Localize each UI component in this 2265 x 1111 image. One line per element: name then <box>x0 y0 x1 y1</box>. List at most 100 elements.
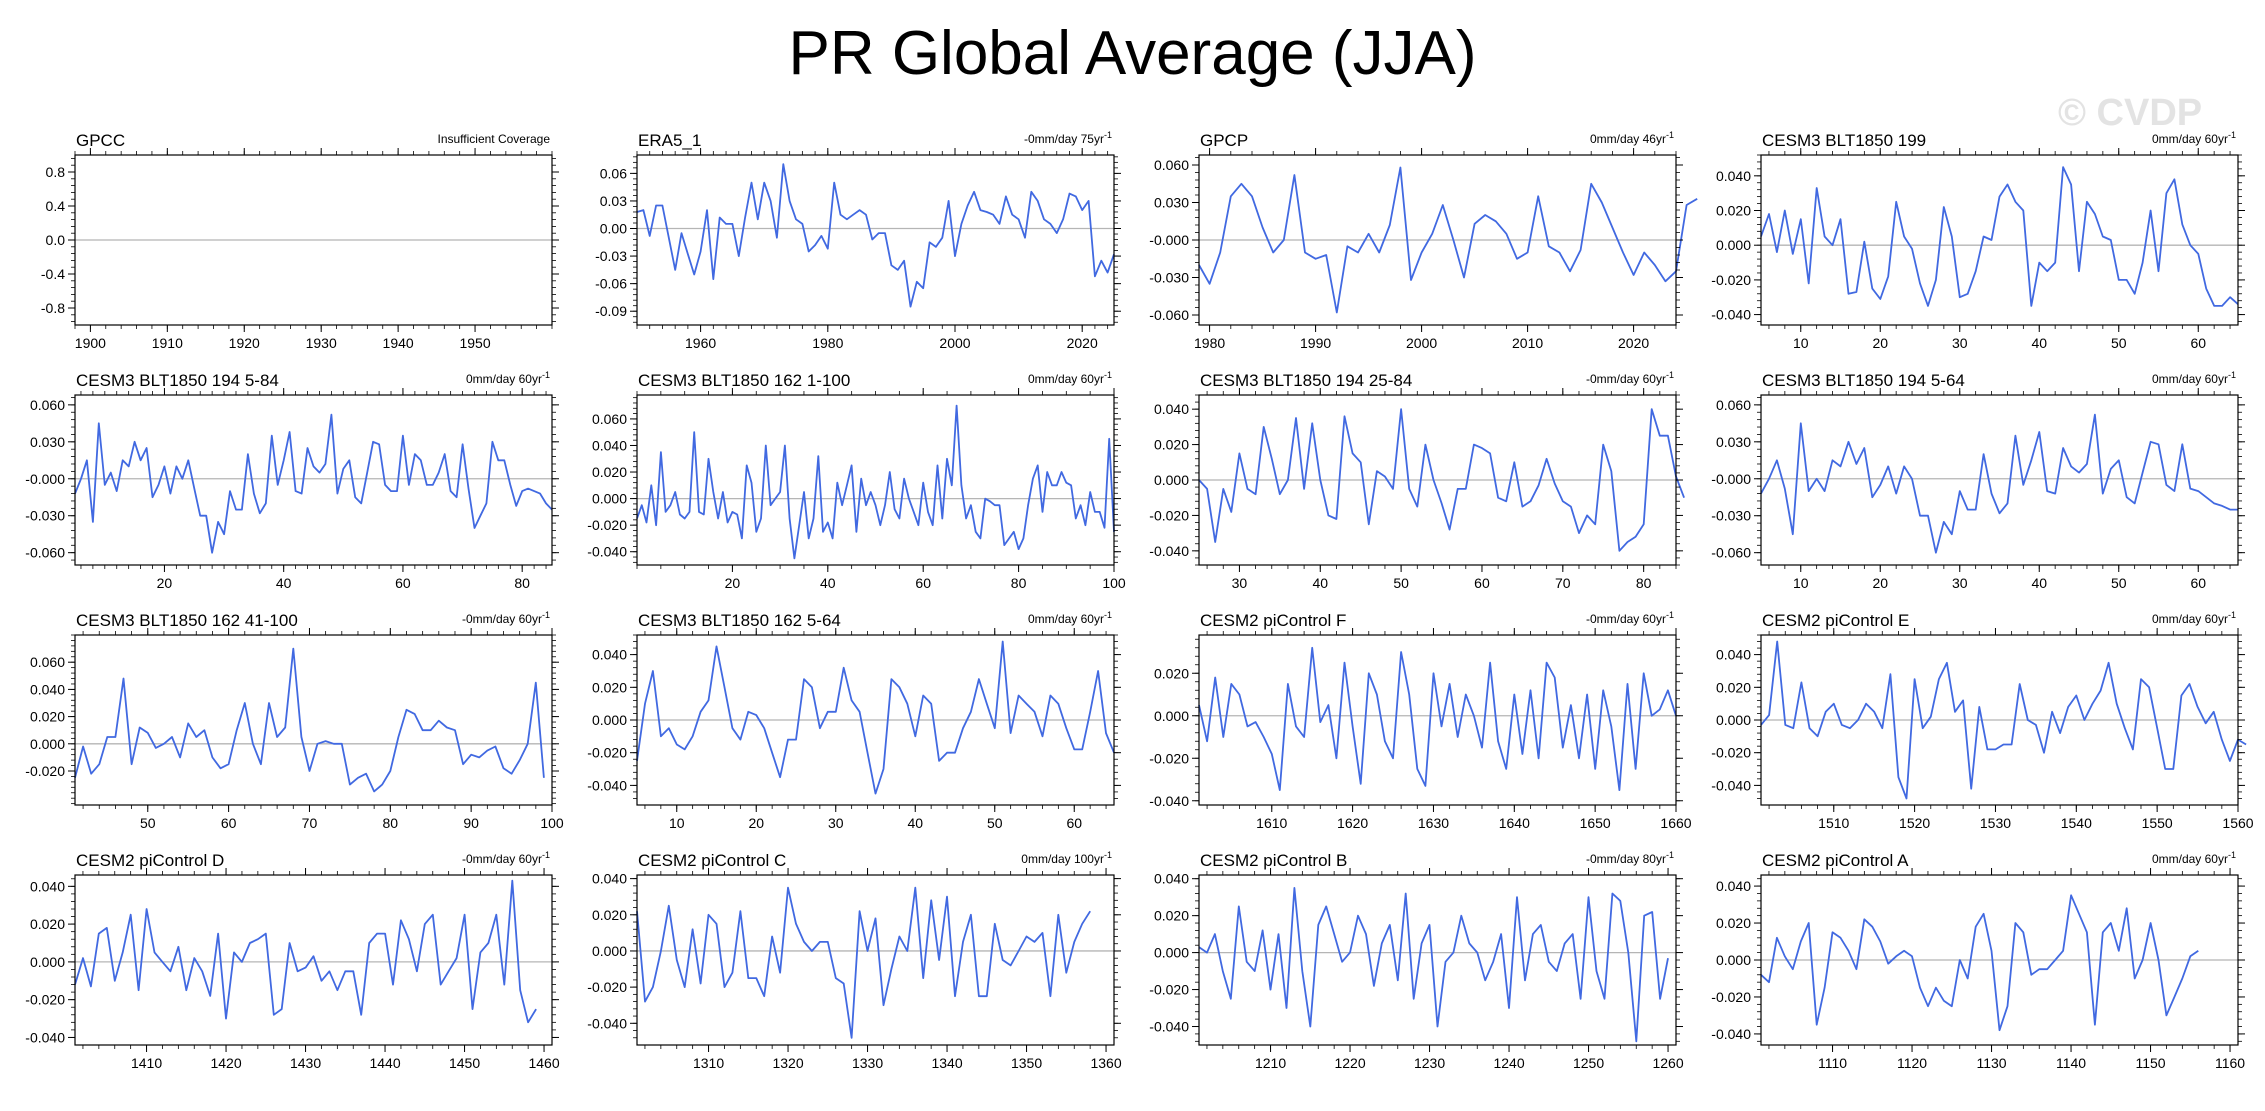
x-tick-label: 1130 <box>1976 1055 2006 1071</box>
x-tick-label: 70 <box>1555 575 1571 591</box>
plot-frame <box>637 875 1114 1045</box>
y-tick-label: -0.020 <box>25 763 65 779</box>
chart-panel-2: ERA5_1 -0mm/day 75yr-1 1960 1980 2000 2020 -0.… <box>595 130 1121 351</box>
y-tick-label: 0.020 <box>1716 203 1751 219</box>
x-tick-label: 1620 <box>1337 815 1368 831</box>
data-series-line <box>1199 888 1668 1041</box>
y-tick-label: -0.020 <box>1149 507 1189 523</box>
panel-title: GPCP <box>1200 131 1248 150</box>
x-tick-label: 1210 <box>1255 1055 1286 1071</box>
panel-title: CESM3 BLT1850 194 5-84 <box>76 371 279 390</box>
panel-trend: -0mm/day 80yr-1 <box>1586 850 1674 866</box>
x-tick-label: 1950 <box>459 335 490 351</box>
panel-trend: -0mm/day 60yr-1 <box>462 850 550 866</box>
x-tick-label: 80 <box>1636 575 1652 591</box>
y-tick-label: -0.040 <box>1149 793 1189 809</box>
y-tick-label: -0.020 <box>1711 745 1751 761</box>
plot-frame <box>75 875 552 1045</box>
panel-trend: -0mm/day 75yr-1 <box>1024 130 1112 146</box>
y-tick-label: 0.040 <box>30 681 65 697</box>
panel-title: CESM3 BLT1850 162 41-100 <box>76 611 298 630</box>
x-tick-label: 30 <box>828 815 844 831</box>
plot-frame <box>1199 635 1676 805</box>
y-tick-label: 0.040 <box>1716 878 1751 894</box>
x-tick-label: 40 <box>1312 575 1328 591</box>
y-tick-label: -0.000 <box>1149 232 1189 248</box>
y-tick-label: 0.060 <box>1716 397 1751 413</box>
x-tick-label: 2020 <box>1618 335 1649 351</box>
x-tick-label: 100 <box>540 815 564 831</box>
x-tick-label: 1320 <box>772 1055 803 1071</box>
x-tick-label: 30 <box>1952 575 1968 591</box>
y-tick-label: -0.09 <box>595 303 627 319</box>
x-tick-label: 1960 <box>685 335 716 351</box>
y-tick-label: -0.4 <box>41 266 65 282</box>
y-tick-label: 0.020 <box>1716 915 1751 931</box>
x-tick-label: 1930 <box>306 335 337 351</box>
x-tick-label: 10 <box>1793 575 1809 591</box>
y-tick-label: -0.020 <box>25 992 65 1008</box>
data-series-line <box>637 642 1114 794</box>
data-series-line <box>75 415 552 553</box>
x-tick-label: 40 <box>2031 335 2047 351</box>
data-series-line <box>637 406 1114 559</box>
x-tick-label: 1940 <box>383 335 414 351</box>
y-tick-label: 0.060 <box>1154 157 1189 173</box>
x-tick-label: 1630 <box>1418 815 1449 831</box>
x-tick-label: 1240 <box>1493 1055 1524 1071</box>
y-tick-label: -0.060 <box>1149 307 1189 323</box>
panel-trend: 0mm/day 46yr-1 <box>1590 130 1674 146</box>
y-tick-label: 0.020 <box>1716 679 1751 695</box>
y-tick-label: -0.020 <box>587 979 627 995</box>
y-tick-label: -0.030 <box>1711 508 1751 524</box>
y-tick-label: 0.000 <box>1716 237 1751 253</box>
data-series-line <box>637 164 1114 306</box>
panel-trend: Insufficient Coverage <box>437 132 550 146</box>
y-tick-label: 0.040 <box>1716 168 1751 184</box>
x-tick-label: 1510 <box>1818 815 1849 831</box>
y-tick-label: 0.000 <box>1716 712 1751 728</box>
y-tick-label: 0.030 <box>1716 434 1751 450</box>
y-tick-label: -0.020 <box>1711 272 1751 288</box>
y-tick-label: 0.06 <box>600 165 627 181</box>
y-tick-label: 0.000 <box>592 712 627 728</box>
x-tick-label: 70 <box>302 815 318 831</box>
chart-panel-12: CESM2 piControl E 0mm/day 60yr-11510 1520 1… <box>1711 610 2253 831</box>
panel-trend: 0mm/day 60yr-1 <box>1028 610 1112 626</box>
chart-panel-10: CESM3 BLT1850 162 5-64 0mm/day 60yr-110 20… <box>587 610 1121 831</box>
y-tick-label: 0.03 <box>600 193 627 209</box>
panel-title: CESM3 BLT1850 194 5-64 <box>1762 371 1965 390</box>
x-tick-label: 60 <box>1066 815 1082 831</box>
panel-trend: 0mm/day 60yr-1 <box>466 370 550 386</box>
y-tick-label: -0.040 <box>587 777 627 793</box>
x-tick-label: 1910 <box>152 335 183 351</box>
x-tick-label: 20 <box>1872 335 1888 351</box>
y-tick-label: 0.060 <box>30 654 65 670</box>
chart-panel-14: CESM2 piControl C 0mm/day 100yr-1 1310 1320… <box>587 850 1122 1071</box>
x-tick-label: 1160 <box>2215 1055 2245 1071</box>
plot-frame <box>75 635 552 805</box>
chart-panel-16: CESM2 piControl A 0mm/day 60yr-11110 1120 1… <box>1711 850 2245 1071</box>
y-tick-label: 0.000 <box>1154 945 1189 961</box>
panel-title: CESM2 piControl E <box>1762 611 1909 630</box>
y-tick-label: 0.000 <box>1154 472 1189 488</box>
x-tick-label: 80 <box>514 575 530 591</box>
y-tick-label: -0.040 <box>25 1029 65 1045</box>
x-tick-label: 1230 <box>1414 1055 1445 1071</box>
panel-title: CESM3 BLT1850 199 <box>1762 131 1926 150</box>
y-tick-label: 0.0 <box>46 232 66 248</box>
y-tick-label: 0.040 <box>30 878 65 894</box>
panel-title: CESM2 piControl B <box>1200 851 1347 870</box>
y-tick-label: -0.040 <box>1149 543 1189 559</box>
panel-trend: 0mm/day 60yr-1 <box>2152 370 2236 386</box>
x-tick-label: 1250 <box>1573 1055 1604 1071</box>
x-tick-label: 1220 <box>1334 1055 1365 1071</box>
y-tick-label: -0.020 <box>1149 750 1189 766</box>
x-tick-label: 1430 <box>290 1055 321 1071</box>
y-tick-label: -0.020 <box>1149 982 1189 998</box>
panel-title: GPCC <box>76 131 125 150</box>
y-tick-label: 0.020 <box>592 679 627 695</box>
y-tick-label: -0.03 <box>595 248 627 264</box>
panel-title: CESM3 BLT1850 162 1-100 <box>638 371 850 390</box>
x-tick-label: 1310 <box>693 1055 724 1071</box>
